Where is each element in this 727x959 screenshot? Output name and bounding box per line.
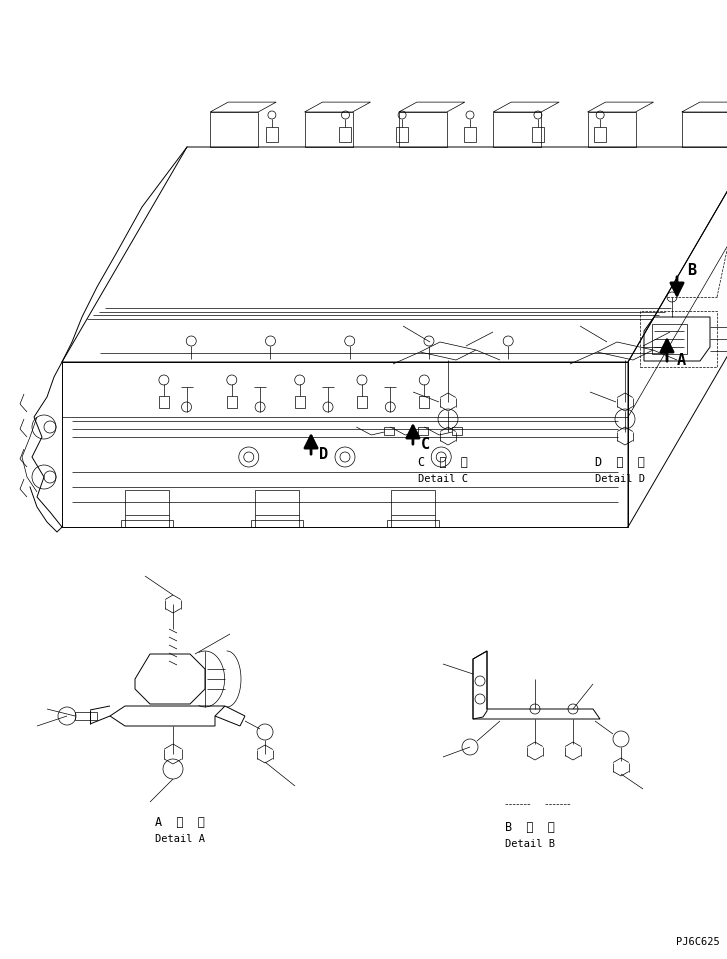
Text: A  詳  細: A 詳 細: [155, 816, 205, 829]
Text: PJ6C625: PJ6C625: [676, 937, 720, 947]
Text: Detail C: Detail C: [418, 474, 468, 484]
Text: Detail B: Detail B: [505, 839, 555, 849]
Text: Detail A: Detail A: [155, 834, 205, 844]
Text: Detail D: Detail D: [595, 474, 645, 484]
Text: C: C: [421, 437, 430, 452]
Text: B: B: [687, 263, 696, 278]
Text: D: D: [319, 447, 328, 462]
Text: C  詳  細: C 詳 細: [418, 456, 468, 469]
Text: D  詳  細: D 詳 細: [595, 456, 645, 469]
Bar: [452, 427, 462, 435]
Text: B  詳  細: B 詳 細: [505, 821, 555, 834]
Bar: [418, 427, 428, 435]
Bar: [385, 427, 394, 435]
Text: A: A: [677, 353, 686, 368]
